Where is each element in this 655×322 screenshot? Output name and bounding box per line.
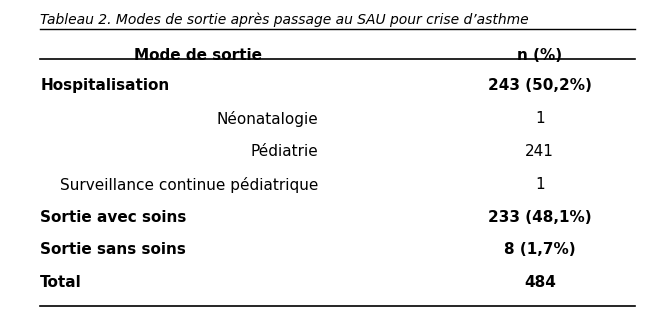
- Text: 1: 1: [535, 111, 544, 126]
- Text: Hospitalisation: Hospitalisation: [40, 78, 170, 93]
- Text: Tableau 2. Modes de sortie après passage au SAU pour crise d’asthme: Tableau 2. Modes de sortie après passage…: [40, 13, 529, 27]
- Text: 1: 1: [535, 177, 544, 192]
- Text: Sortie avec soins: Sortie avec soins: [40, 210, 187, 224]
- Text: Sortie sans soins: Sortie sans soins: [40, 242, 186, 257]
- Text: 241: 241: [525, 144, 554, 159]
- Text: Néonatalogie: Néonatalogie: [217, 111, 318, 127]
- Text: 233 (48,1%): 233 (48,1%): [488, 210, 591, 224]
- Text: 243 (50,2%): 243 (50,2%): [488, 78, 591, 93]
- Text: Total: Total: [40, 275, 82, 290]
- Text: Mode de sortie: Mode de sortie: [134, 48, 262, 63]
- Text: Pédiatrie: Pédiatrie: [251, 144, 318, 159]
- Text: Surveillance continue pédiatrique: Surveillance continue pédiatrique: [60, 177, 318, 193]
- Text: 484: 484: [524, 275, 555, 290]
- Text: n (%): n (%): [517, 48, 563, 63]
- Text: 8 (1,7%): 8 (1,7%): [504, 242, 576, 257]
